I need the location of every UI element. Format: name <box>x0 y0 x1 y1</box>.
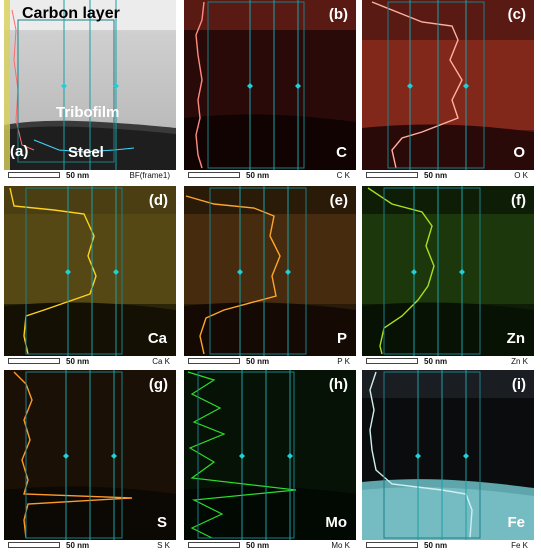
channel-label: O K <box>514 171 528 180</box>
element-map <box>184 370 356 540</box>
carbon-layer-label: Carbon layer <box>22 5 120 22</box>
panel-label: (i) <box>511 376 526 393</box>
panel-i: (i) Fe 50 nm Fe K <box>362 370 534 552</box>
panel-g: (g) S 50 nm S K <box>4 370 176 552</box>
panel-d: (d) Ca 50 nm Ca K <box>4 186 176 368</box>
scale-bar <box>8 542 60 548</box>
panel-label: (d) <box>148 192 168 209</box>
element-label: O <box>513 144 525 161</box>
tribofilm-label: Tribofilm <box>56 104 120 121</box>
channel-label: Mo K <box>331 541 350 550</box>
scale-bar <box>8 358 60 364</box>
bright-field-image <box>4 0 176 170</box>
channel-label: Fe K <box>511 541 528 550</box>
scale-text: 50 nm <box>246 357 270 366</box>
panel-label: (e) <box>329 192 348 209</box>
scale-text: 50 nm <box>66 541 90 550</box>
scale-bar <box>366 358 418 364</box>
element-map <box>362 370 534 540</box>
element-map <box>184 0 356 170</box>
element-label: Mo <box>325 514 347 531</box>
element-map <box>4 370 176 540</box>
scale-text: 50 nm <box>424 171 448 180</box>
element-label: Fe <box>507 514 525 531</box>
panel-h: (h) Mo 50 nm Mo K <box>184 370 356 552</box>
panel-label: (c) <box>507 6 526 23</box>
channel-label: P K <box>337 357 350 366</box>
panel-footer: 50 nm P K <box>184 356 356 368</box>
scale-text: 50 nm <box>66 357 90 366</box>
panel-b: (b) C 50 nm C K <box>184 0 356 182</box>
panel-a: Carbon layer Tribofilm Steel (a) 50 nm B… <box>4 0 176 182</box>
panel-f: (f) Zn 50 nm Zn K <box>362 186 534 368</box>
channel-label: S K <box>157 541 170 550</box>
scale-bar <box>366 542 418 548</box>
channel-label: Ca K <box>152 357 170 366</box>
panel-label: (g) <box>148 376 168 393</box>
scale-text: 50 nm <box>246 171 270 180</box>
scale-text: 50 nm <box>424 357 448 366</box>
scale-bar <box>8 172 60 178</box>
steel-label: Steel <box>68 144 104 161</box>
element-map <box>362 186 534 356</box>
channel-label: C K <box>336 171 350 180</box>
panel-footer: 50 nm BF(frame1) <box>4 170 176 182</box>
element-label: Zn <box>506 330 525 347</box>
element-label: Ca <box>147 330 167 347</box>
panel-footer: 50 nm Mo K <box>184 540 356 552</box>
channel-label: BF(frame1) <box>129 171 170 180</box>
element-label: P <box>336 330 347 347</box>
panel-footer: 50 nm C K <box>184 170 356 182</box>
element-map <box>184 186 356 356</box>
panel-footer: 50 nm O K <box>362 170 534 182</box>
element-label: S <box>156 514 167 531</box>
channel-label: Zn K <box>511 357 528 366</box>
scale-text: 50 nm <box>66 171 90 180</box>
scale-text: 50 nm <box>246 541 270 550</box>
panel-footer: 50 nm Fe K <box>362 540 534 552</box>
panel-footer: 50 nm Ca K <box>4 356 176 368</box>
panel-label: (b) <box>328 6 348 23</box>
element-label: C <box>336 144 347 161</box>
panel-label: (h) <box>328 376 348 393</box>
panel-label: (a) <box>10 143 29 160</box>
scale-bar <box>366 172 418 178</box>
element-map <box>4 186 176 356</box>
scale-bar <box>188 172 240 178</box>
scale-text: 50 nm <box>424 541 448 550</box>
panel-footer: 50 nm Zn K <box>362 356 534 368</box>
panel-label: (f) <box>511 192 526 209</box>
panel-footer: 50 nm S K <box>4 540 176 552</box>
scale-bar <box>188 358 240 364</box>
panel-e: (e) P 50 nm P K <box>184 186 356 368</box>
panel-c: (c) O 50 nm O K <box>362 0 534 182</box>
scale-bar <box>188 542 240 548</box>
element-map <box>362 0 534 170</box>
